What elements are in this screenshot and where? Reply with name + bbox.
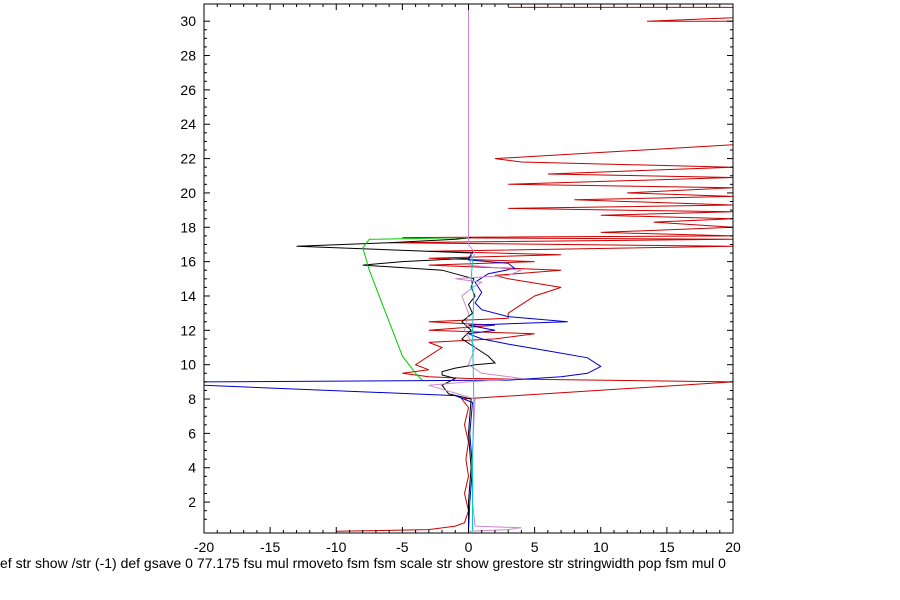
x-tick-label: 0	[465, 539, 473, 555]
x-tick-label: -15	[260, 539, 280, 555]
y-tick-label: 2	[188, 494, 196, 510]
x-tick-label: -10	[326, 539, 346, 555]
series-layer	[204, 4, 733, 532]
x-tick-label: 20	[725, 539, 741, 555]
x-tick-label: -20	[194, 539, 214, 555]
labels-layer: -20 -15 -10 -5 0 5 10 15 20246810121416182022242…	[180, 13, 741, 555]
y-tick-label: 26	[180, 82, 196, 98]
x-tick-label: -5	[396, 539, 409, 555]
series-line-3	[204, 251, 602, 532]
series-line-1	[336, 6, 733, 532]
y-tick-label: 20	[180, 185, 196, 201]
y-tick-label: 28	[180, 48, 196, 64]
axis-caption: ef str show /str (-1) def gsave 0 77.175…	[0, 555, 726, 571]
series-line-4	[362, 237, 469, 381]
x-tick-label: 15	[659, 539, 675, 555]
y-tick-label: 24	[180, 116, 196, 132]
x-tick-label: 10	[593, 539, 609, 555]
axes-layer	[203, 3, 734, 534]
y-tick-label: 22	[180, 151, 196, 167]
series-line-2	[296, 237, 497, 532]
y-tick-label: 16	[180, 254, 196, 270]
y-tick-label: 12	[180, 322, 196, 338]
series-line-6	[470, 252, 475, 532]
y-tick-label: 8	[188, 391, 196, 407]
x-tick-label: 5	[531, 539, 539, 555]
y-tick-label: 14	[180, 288, 196, 304]
y-tick-label: 4	[188, 460, 196, 476]
y-tick-label: 18	[180, 219, 196, 235]
y-tick-label: 10	[180, 357, 196, 373]
y-tick-label: 6	[188, 425, 196, 441]
y-tick-label: 30	[180, 13, 196, 29]
